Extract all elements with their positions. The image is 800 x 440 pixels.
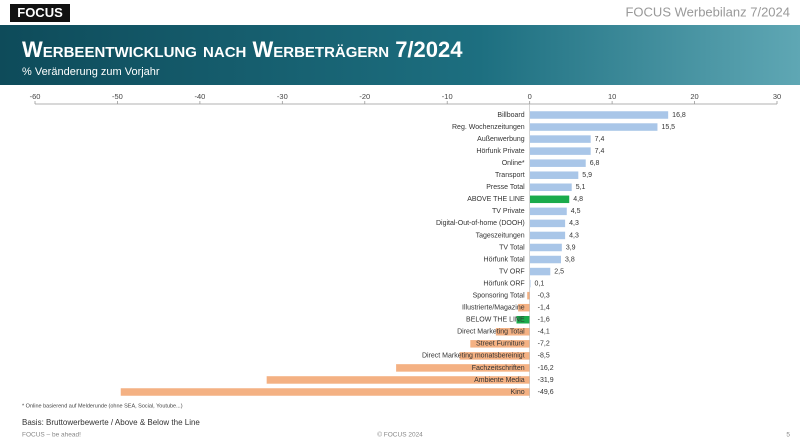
bar [529, 135, 591, 143]
category-label: Außenwerbung [477, 136, 525, 143]
x-tick-label: -10 [442, 92, 453, 101]
value-label: 4,8 [573, 196, 583, 203]
logo-box [10, 4, 70, 22]
footer-center: © FOCUS 2024 [377, 431, 423, 439]
bar [529, 231, 566, 240]
value-label: -1,4 [538, 305, 550, 312]
bar [529, 207, 567, 216]
bar [518, 303, 530, 312]
x-tick-label: 0 [528, 92, 532, 101]
category-label: TV ORF [499, 268, 525, 275]
value-label: 4,5 [571, 208, 581, 215]
category-label: Fachzeitschriften [472, 365, 525, 372]
x-tick-label: 30 [773, 92, 781, 101]
category-label: Online* [502, 160, 525, 167]
value-label: 7,4 [595, 148, 605, 155]
value-label: 5,1 [576, 184, 586, 191]
value-label: 3,8 [565, 256, 575, 263]
bar [470, 340, 530, 348]
chart-subtitle: % Veränderung zum Vorjahr [22, 66, 160, 78]
footnote: * Online basierend auf Melderunde (ohne … [22, 403, 183, 409]
bar [529, 195, 570, 204]
value-label: 2,5 [554, 268, 564, 275]
bar [529, 255, 561, 264]
bar [529, 159, 586, 167]
value-label: -1,6 [538, 317, 550, 324]
x-tick-label: -50 [112, 92, 123, 101]
category-label: Hörfunk ORF [483, 280, 524, 287]
title-band [0, 25, 800, 85]
x-tick-label: -60 [30, 92, 41, 101]
value-label: 6,8 [590, 160, 600, 167]
bar [527, 291, 530, 300]
value-label: 16,8 [672, 112, 686, 119]
category-label: Illustrierte/Magazine [462, 305, 525, 312]
bar [529, 267, 551, 276]
bar [266, 376, 530, 384]
category-label: Reg. Wochenzeitungen [452, 124, 525, 131]
category-label: Billboard [497, 112, 524, 119]
value-label: -49,6 [538, 389, 554, 396]
bar [120, 388, 530, 396]
value-label: 15,5 [661, 124, 675, 131]
category-label: Direct Marketing Total [457, 329, 525, 336]
category-label: Tageszeitungen [476, 232, 525, 239]
category-label: Digital-Out-of-home (DOOH) [436, 220, 525, 227]
report-title: FOCUS Werbebilanz 7/2024 [625, 4, 790, 19]
value-label: -16,2 [538, 365, 554, 372]
x-tick-label: 20 [690, 92, 698, 101]
value-label: 5,9 [582, 172, 592, 179]
value-label: 0,1 [534, 280, 544, 287]
value-label: -31,9 [538, 377, 554, 384]
basis: Basis: Bruttowerbewerte / Above & Below … [22, 418, 200, 427]
category-label: TV Private [492, 208, 525, 215]
x-tick-label: -40 [194, 92, 205, 101]
value-label: 3,9 [566, 244, 576, 251]
value-label: 7,4 [595, 136, 605, 143]
logo: FOCUS [17, 5, 63, 20]
value-label: -8,5 [538, 353, 550, 360]
x-tick-label: -20 [359, 92, 370, 101]
value-label: 4,3 [569, 220, 579, 227]
bar [529, 123, 658, 131]
bar [516, 315, 530, 324]
category-label: Direct Marketing monatsbereinigt [422, 353, 525, 360]
x-tick-label: 10 [608, 92, 616, 101]
bar [529, 111, 669, 119]
category-label: Ambiente Media [474, 377, 525, 384]
footer-left: FOCUS – be ahead! [22, 432, 81, 439]
bar [529, 183, 572, 192]
value-label: 4,3 [569, 232, 579, 239]
bar [529, 219, 566, 228]
category-label: BELOW THE LINE [466, 317, 525, 324]
category-label: Kino [511, 389, 525, 396]
value-label: -7,2 [538, 341, 550, 348]
x-tick-label: -30 [277, 92, 288, 101]
category-label: Presse Total [486, 184, 525, 191]
bar [529, 279, 531, 288]
category-label: Hörfunk Total [484, 256, 526, 263]
category-label: Hörfunk Private [476, 148, 524, 155]
category-label: TV Total [499, 244, 525, 251]
category-label: ABOVE THE LINE [467, 196, 525, 203]
value-label: -0,3 [538, 292, 550, 299]
bar [529, 171, 579, 179]
category-label: Sponsoring Total [473, 292, 525, 299]
bar [459, 352, 530, 360]
bar [529, 147, 591, 155]
bar [396, 364, 530, 372]
chart-title: Werbeentwicklung nach Werbeträgern 7/202… [22, 37, 463, 62]
page-number: 5 [786, 432, 790, 439]
value-label: -4,1 [538, 329, 550, 336]
category-label: Street Furniture [476, 341, 525, 348]
category-label: Transport [495, 172, 525, 179]
bar [495, 328, 530, 336]
bar [529, 243, 562, 252]
